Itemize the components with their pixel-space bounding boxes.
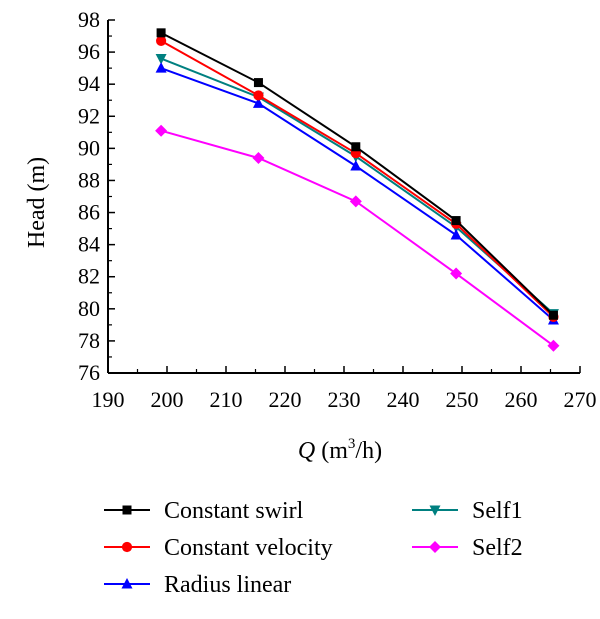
data-point — [451, 216, 461, 226]
y-tick-label: 80 — [78, 296, 100, 321]
y-tick-label: 96 — [78, 39, 100, 64]
data-point — [547, 339, 560, 352]
data-point — [252, 97, 264, 108]
legend: Constant swirl Constant velocity Radius li… — [104, 498, 523, 598]
legend-marker — [429, 541, 441, 553]
y-tick-label: 98 — [78, 7, 100, 32]
y-tick-label: 76 — [78, 360, 100, 385]
legend-marker — [122, 505, 132, 515]
series-constant-velocity — [156, 35, 559, 322]
data-point — [252, 151, 265, 164]
x-tick-label: 230 — [328, 387, 361, 412]
series-line — [160, 67, 555, 321]
data-point — [156, 28, 166, 38]
series-constant-swirl — [156, 28, 558, 320]
x-tick-label: 250 — [446, 387, 479, 412]
series-radius-linear — [155, 62, 559, 325]
legend-label: Constant velocity — [164, 535, 333, 561]
series-line — [160, 31, 555, 316]
data-point — [253, 90, 264, 101]
y-tick-label: 90 — [78, 135, 100, 160]
data-point — [450, 229, 462, 240]
data-point — [155, 124, 168, 137]
legend-item: Constant swirl — [104, 498, 304, 524]
series-layer — [155, 28, 560, 352]
y-axis-label: Head (m) — [24, 157, 50, 248]
axes: 76 78 80 82 84 86 88 90 92 94 96 98 190 200 210 220 230 2… — [24, 7, 597, 464]
data-point — [350, 160, 362, 171]
series-line — [160, 57, 555, 315]
legend-item: Self2 — [412, 535, 523, 561]
legend-marker — [121, 541, 133, 553]
x-tick-label: 260 — [505, 387, 538, 412]
x-tick-label: 190 — [92, 387, 125, 412]
data-point — [253, 78, 263, 88]
y-tick-label: 94 — [78, 71, 100, 96]
legend-item: Radius linear — [104, 572, 291, 598]
data-point — [156, 35, 167, 46]
y-tick-label: 88 — [78, 167, 100, 192]
legend-marker — [121, 578, 133, 589]
y-tick-label: 86 — [78, 200, 100, 225]
data-point — [351, 142, 361, 152]
x-tick-label: 240 — [387, 387, 420, 412]
y-tick-label: 78 — [78, 328, 100, 353]
y-tick-label: 84 — [78, 232, 100, 257]
series-self1 — [155, 54, 559, 320]
data-point — [548, 310, 558, 320]
data-point — [450, 267, 463, 280]
legend-label: Self2 — [472, 535, 523, 561]
legend-label: Radius linear — [164, 572, 291, 598]
x-tick-label: 270 — [564, 387, 597, 412]
data-point — [155, 54, 167, 65]
x-tick-label: 210 — [210, 387, 243, 412]
x-tick-label: 200 — [151, 387, 184, 412]
y-tick-label: 82 — [78, 264, 100, 289]
legend-marker — [429, 505, 441, 516]
data-point — [155, 62, 167, 73]
data-point — [349, 195, 362, 208]
y-tick-label: 92 — [78, 103, 100, 128]
x-axis-label: Q (m3/h) — [298, 436, 382, 464]
legend-item: Constant velocity — [104, 535, 333, 561]
legend-item: Self1 — [412, 498, 523, 524]
legend-label: Constant swirl — [164, 498, 304, 524]
x-tick-label: 220 — [269, 387, 302, 412]
legend-label: Self1 — [472, 498, 523, 524]
series-self2 — [155, 124, 560, 352]
